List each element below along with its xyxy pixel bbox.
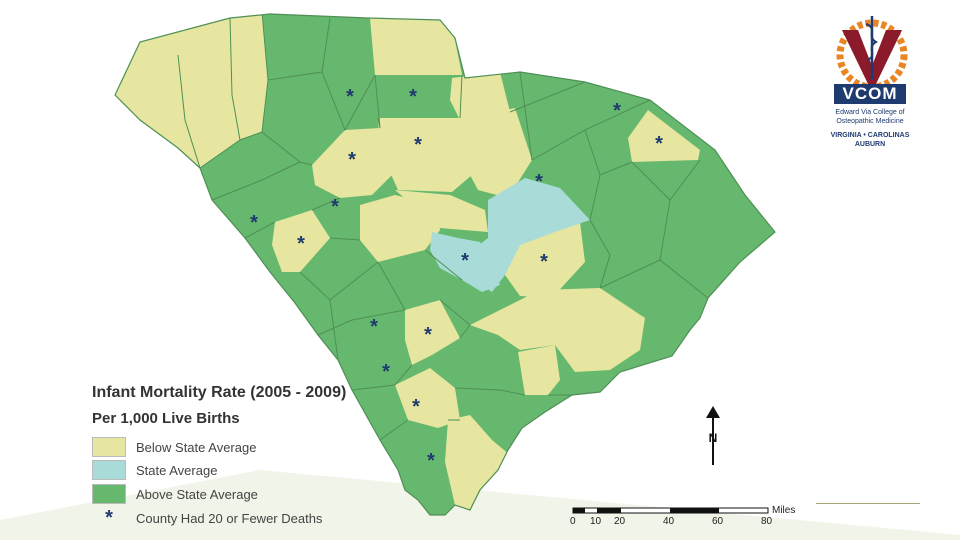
county-york [370,18,462,75]
scale-tick-10: 10 [590,516,602,527]
county-borders [177,14,709,441]
legend-item-above: Above State Average [92,483,258,505]
legend-item-state: State Average [92,459,217,481]
county-newberry [360,195,440,262]
logo-name: VCOM [834,84,906,104]
scale-bar [572,507,769,514]
marker-1: * [346,86,354,108]
scale-tick-0: 0 [570,516,576,527]
legend-swatch-above [92,484,126,504]
scale-tick-80: 80 [761,516,773,527]
county-lexington [470,178,590,292]
county-barnwell [518,345,560,395]
marker-3: * [613,100,621,122]
county-kershaw [460,108,532,198]
marker-17: * [427,450,435,472]
legend-item-below: Below State Average [92,436,256,458]
county-spartanburg-south [312,128,392,198]
legend-subtitle: Per 1,000 Live Births [92,410,240,427]
state-border [114,13,776,516]
logo-line-4: AUBURN [854,141,886,148]
marker-7: * [535,171,543,193]
county-dillon [628,110,700,162]
logo-line-1: Edward Via College of [835,109,905,116]
county-chesterfield [450,72,510,120]
state-average-counties [430,178,590,292]
marker-10: * [297,233,305,255]
marker-4: * [348,149,356,171]
north-label: N [709,431,718,445]
logo-line-3: VIRGINIA • CAROLINAS [830,132,910,139]
scale-tick-60: 60 [712,516,724,527]
scale-tick-20: 20 [614,516,626,527]
county-upstate-west [115,14,268,168]
legend-label-marker: County Had 20 or Fewer Deaths [136,510,323,526]
slide-rule [816,503,920,504]
county-midlands-north [378,118,472,192]
marker-14: * [424,324,432,346]
death-markers: * * * * * * * * * * * * * * * * * [250,86,663,472]
marker-2: * [409,86,417,108]
county-abbeville [272,210,330,272]
legend-item-marker: * County Had 20 or Fewer Deaths [92,507,322,529]
marker-9: * [250,212,258,234]
legend-swatch-below [92,437,126,457]
legend-label-state: State Average [136,462,218,478]
background-swoosh [0,470,960,540]
scale-tick-40: 40 [663,516,675,527]
marker-12: * [540,251,548,273]
county-hampton [445,415,510,512]
legend-title: Infant Mortality Rate (2005 - 2009) [92,384,347,401]
marker-16: * [412,396,420,418]
marker-13: * [370,316,378,338]
marker-11: * [461,250,469,272]
logo-line-2: Osteopathic Medicine [836,118,904,125]
marker-8: * [331,196,339,218]
legend-label-above: Above State Average [136,486,258,502]
county-richland [430,232,500,292]
county-aiken [405,300,460,365]
marker-5: * [414,134,422,156]
marker-6: * [655,133,663,155]
county-orangeburg [470,288,645,372]
below-average-counties [115,14,700,512]
asterisk-icon: * [105,507,113,529]
legend-swatch-state [92,460,126,480]
marker-15: * [382,361,390,383]
county-bamberg [395,368,460,428]
scale-unit: Miles [772,505,796,516]
legend-label-below: Below State Average [136,439,257,455]
north-arrow-icon: N [706,406,720,465]
county-greenwood [395,190,488,232]
